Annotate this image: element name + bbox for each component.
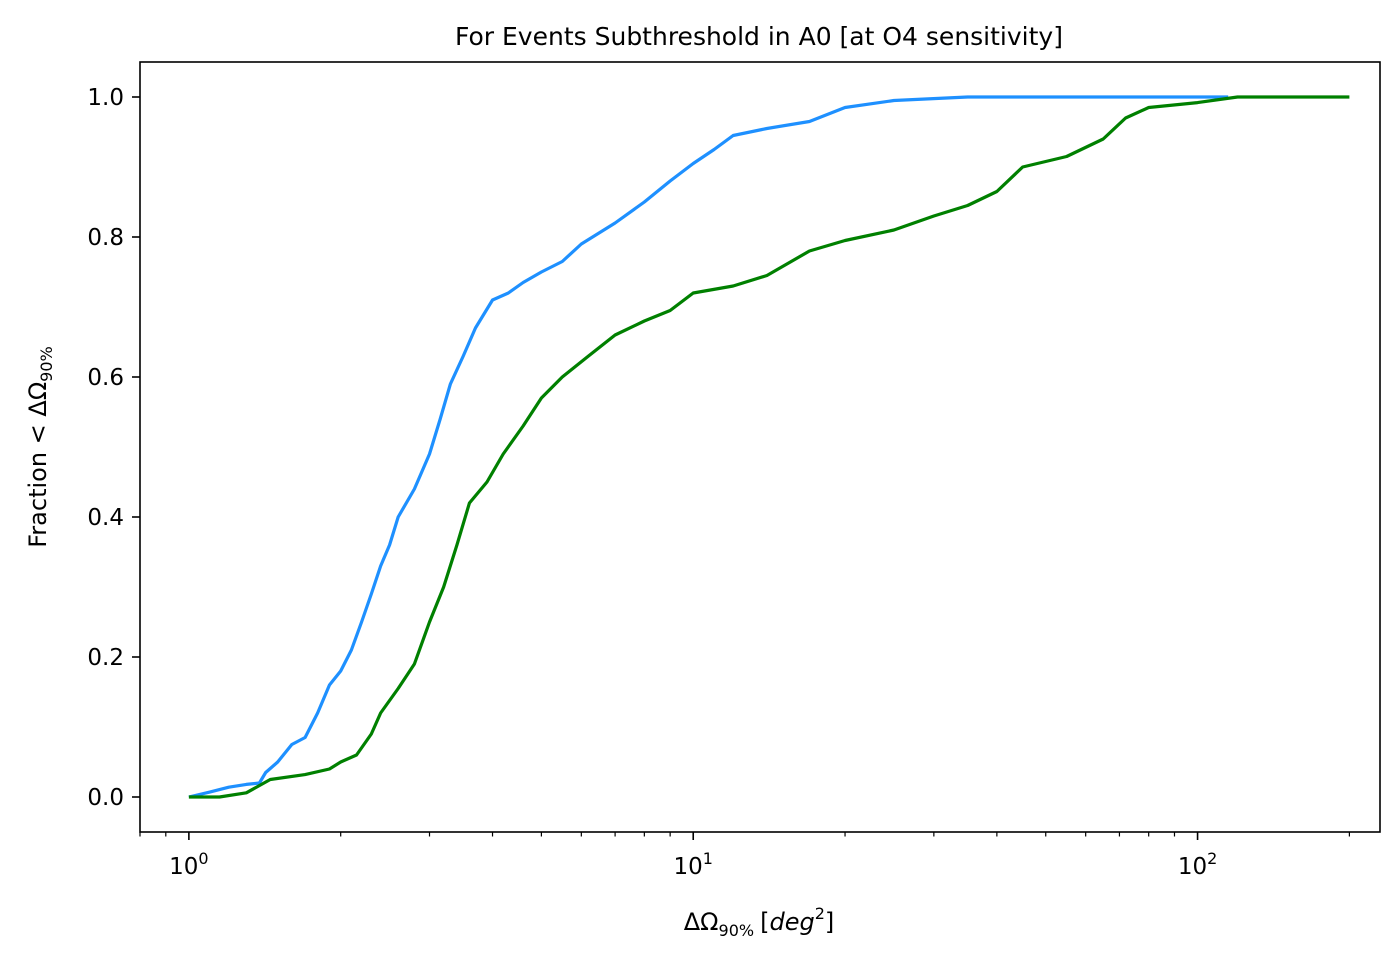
- chart-title: For Events Subthreshold in A0 [at O4 sen…: [455, 22, 1063, 51]
- x-axis-subscript: 90%: [719, 921, 755, 940]
- x-tick-label: 102: [1178, 849, 1217, 880]
- x-axis-unit-open: [: [760, 908, 769, 936]
- plot-frame: [139, 61, 1381, 833]
- y-axis-subscript: 90%: [37, 346, 56, 382]
- y-tick-label: 0.0: [87, 785, 124, 811]
- y-axis-title: Fraction < ΔΩ90%: [24, 346, 56, 548]
- plot-area: [188, 95, 1350, 799]
- y-tick-label: 1.0: [87, 85, 124, 111]
- x-tick-label: 100: [169, 849, 208, 880]
- x-axis-title: ΔΩ90% [deg2]: [684, 904, 835, 940]
- series-line-2: [188, 95, 1350, 799]
- x-axis-unit-exponent: 2: [815, 904, 825, 923]
- y-tick-label: 0.2: [87, 645, 124, 671]
- x-tick-label: 101: [673, 849, 712, 880]
- x-axis-symbol: ΔΩ: [684, 908, 719, 936]
- axes: 0.0 0.2 0.4 0.6 0.8 1.0 100 101 102: [87, 61, 1381, 880]
- series-line-1: [188, 95, 1229, 799]
- y-tick-label: 0.8: [87, 225, 124, 251]
- x-axis-unit: deg: [769, 908, 814, 936]
- y-tick-label: 0.6: [87, 365, 124, 391]
- x-axis-unit-close: ]: [825, 908, 834, 936]
- y-tick-label: 0.4: [87, 505, 124, 531]
- y-axis-label: Fraction < ΔΩ: [24, 382, 52, 548]
